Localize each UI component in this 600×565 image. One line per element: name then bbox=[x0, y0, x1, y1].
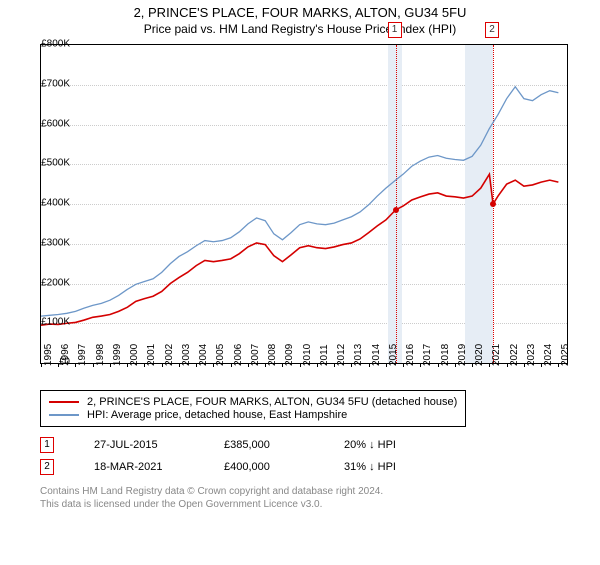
legend-swatch-hpi bbox=[49, 414, 79, 416]
x-tick-label: 2014 bbox=[371, 344, 382, 366]
txn-price: £385,000 bbox=[224, 439, 304, 451]
x-tick bbox=[248, 363, 249, 367]
x-tick bbox=[300, 363, 301, 367]
y-tick-label: £400K bbox=[41, 198, 70, 209]
x-tick-label: 2024 bbox=[543, 344, 554, 366]
legend-label-hpi: HPI: Average price, detached house, East… bbox=[87, 409, 347, 421]
legend-row-property: 2, PRINCE'S PLACE, FOUR MARKS, ALTON, GU… bbox=[49, 396, 457, 408]
y-tick-label: £300K bbox=[41, 237, 70, 248]
sale-marker: 2 bbox=[485, 22, 499, 38]
x-tick-label: 2010 bbox=[302, 344, 313, 366]
x-tick-label: 2004 bbox=[198, 344, 209, 366]
x-tick-label: 2019 bbox=[457, 344, 468, 366]
chart-area: £0£100K£200K£300K£400K£500K£600K£700K£80… bbox=[40, 44, 600, 382]
series-svg bbox=[41, 45, 567, 363]
x-tick-label: 2013 bbox=[353, 344, 364, 366]
x-tick-label: 2005 bbox=[215, 344, 226, 366]
chart-title: 2, PRINCE'S PLACE, FOUR MARKS, ALTON, GU… bbox=[0, 5, 600, 20]
x-tick-label: 2023 bbox=[526, 344, 537, 366]
x-tick bbox=[93, 363, 94, 367]
x-tick-label: 2001 bbox=[146, 344, 157, 366]
footer-copyright: Contains HM Land Registry data © Crown c… bbox=[40, 485, 600, 511]
transaction-row: 2 18-MAR-2021 £400,000 31% ↓ HPI bbox=[40, 459, 600, 475]
series-line-property bbox=[41, 174, 558, 325]
x-tick-label: 2021 bbox=[491, 344, 502, 366]
x-tick bbox=[455, 363, 456, 367]
chart-subtitle: Price paid vs. HM Land Registry's House … bbox=[0, 22, 600, 36]
transaction-table: 1 27-JUL-2015 £385,000 20% ↓ HPI 2 18-MAR-202… bbox=[40, 437, 600, 475]
x-tick-label: 2017 bbox=[422, 344, 433, 366]
x-tick-label: 2020 bbox=[474, 344, 485, 366]
x-tick bbox=[507, 363, 508, 367]
x-tick-label: 2011 bbox=[319, 344, 330, 366]
x-tick bbox=[317, 363, 318, 367]
y-tick-label: £800K bbox=[41, 39, 70, 50]
x-tick bbox=[403, 363, 404, 367]
x-tick bbox=[438, 363, 439, 367]
x-tick bbox=[231, 363, 232, 367]
x-tick-label: 2003 bbox=[181, 344, 192, 366]
x-tick-label: 2009 bbox=[284, 344, 295, 366]
x-tick bbox=[472, 363, 473, 367]
x-tick bbox=[41, 363, 42, 367]
series-line-hpi bbox=[41, 87, 558, 316]
x-tick bbox=[162, 363, 163, 367]
txn-delta: 20% ↓ HPI bbox=[344, 439, 396, 451]
x-tick bbox=[524, 363, 525, 367]
x-tick bbox=[541, 363, 542, 367]
x-tick-label: 2007 bbox=[250, 344, 261, 366]
x-tick-label: 2006 bbox=[233, 344, 244, 366]
x-tick-label: 2022 bbox=[509, 344, 520, 366]
txn-date: 18-MAR-2021 bbox=[94, 461, 184, 473]
txn-date: 27-JUL-2015 bbox=[94, 439, 184, 451]
x-tick-label: 2008 bbox=[267, 344, 278, 366]
x-tick-label: 1999 bbox=[112, 344, 123, 366]
x-tick-label: 1996 bbox=[60, 344, 71, 366]
x-tick-label: 1998 bbox=[95, 344, 106, 366]
legend-label-property: 2, PRINCE'S PLACE, FOUR MARKS, ALTON, GU… bbox=[87, 396, 457, 408]
footer-line1: Contains HM Land Registry data © Crown c… bbox=[40, 486, 383, 497]
chart-container: 2, PRINCE'S PLACE, FOUR MARKS, ALTON, GU… bbox=[0, 5, 600, 565]
sale-marker: 1 bbox=[388, 22, 402, 38]
x-tick-label: 2025 bbox=[560, 344, 571, 366]
legend-row-hpi: HPI: Average price, detached house, East… bbox=[49, 409, 457, 421]
x-tick-label: 2000 bbox=[129, 344, 140, 366]
legend-box: 2, PRINCE'S PLACE, FOUR MARKS, ALTON, GU… bbox=[40, 390, 466, 427]
legend-swatch-property bbox=[49, 401, 79, 403]
x-tick-label: 2012 bbox=[336, 344, 347, 366]
sale-point bbox=[490, 201, 496, 207]
transaction-row: 1 27-JUL-2015 £385,000 20% ↓ HPI bbox=[40, 437, 600, 453]
x-tick-label: 2018 bbox=[440, 344, 451, 366]
x-tick bbox=[179, 363, 180, 367]
x-tick bbox=[110, 363, 111, 367]
x-tick-label: 1995 bbox=[43, 344, 54, 366]
y-tick-label: £600K bbox=[41, 118, 70, 129]
y-tick-label: £200K bbox=[41, 277, 70, 288]
y-tick-label: £500K bbox=[41, 158, 70, 169]
txn-marker: 2 bbox=[40, 459, 54, 475]
txn-delta: 31% ↓ HPI bbox=[344, 461, 396, 473]
y-tick-label: £700K bbox=[41, 78, 70, 89]
x-tick-label: 2016 bbox=[405, 344, 416, 366]
txn-marker: 1 bbox=[40, 437, 54, 453]
y-tick-label: £100K bbox=[41, 317, 70, 328]
footer-line2: This data is licensed under the Open Gov… bbox=[40, 499, 322, 510]
x-tick bbox=[369, 363, 370, 367]
plot-region bbox=[40, 44, 568, 364]
txn-price: £400,000 bbox=[224, 461, 304, 473]
x-tick-label: 1997 bbox=[77, 344, 88, 366]
x-tick-label: 2015 bbox=[388, 344, 399, 366]
x-tick bbox=[386, 363, 387, 367]
x-tick-label: 2002 bbox=[164, 344, 175, 366]
sale-point bbox=[393, 207, 399, 213]
